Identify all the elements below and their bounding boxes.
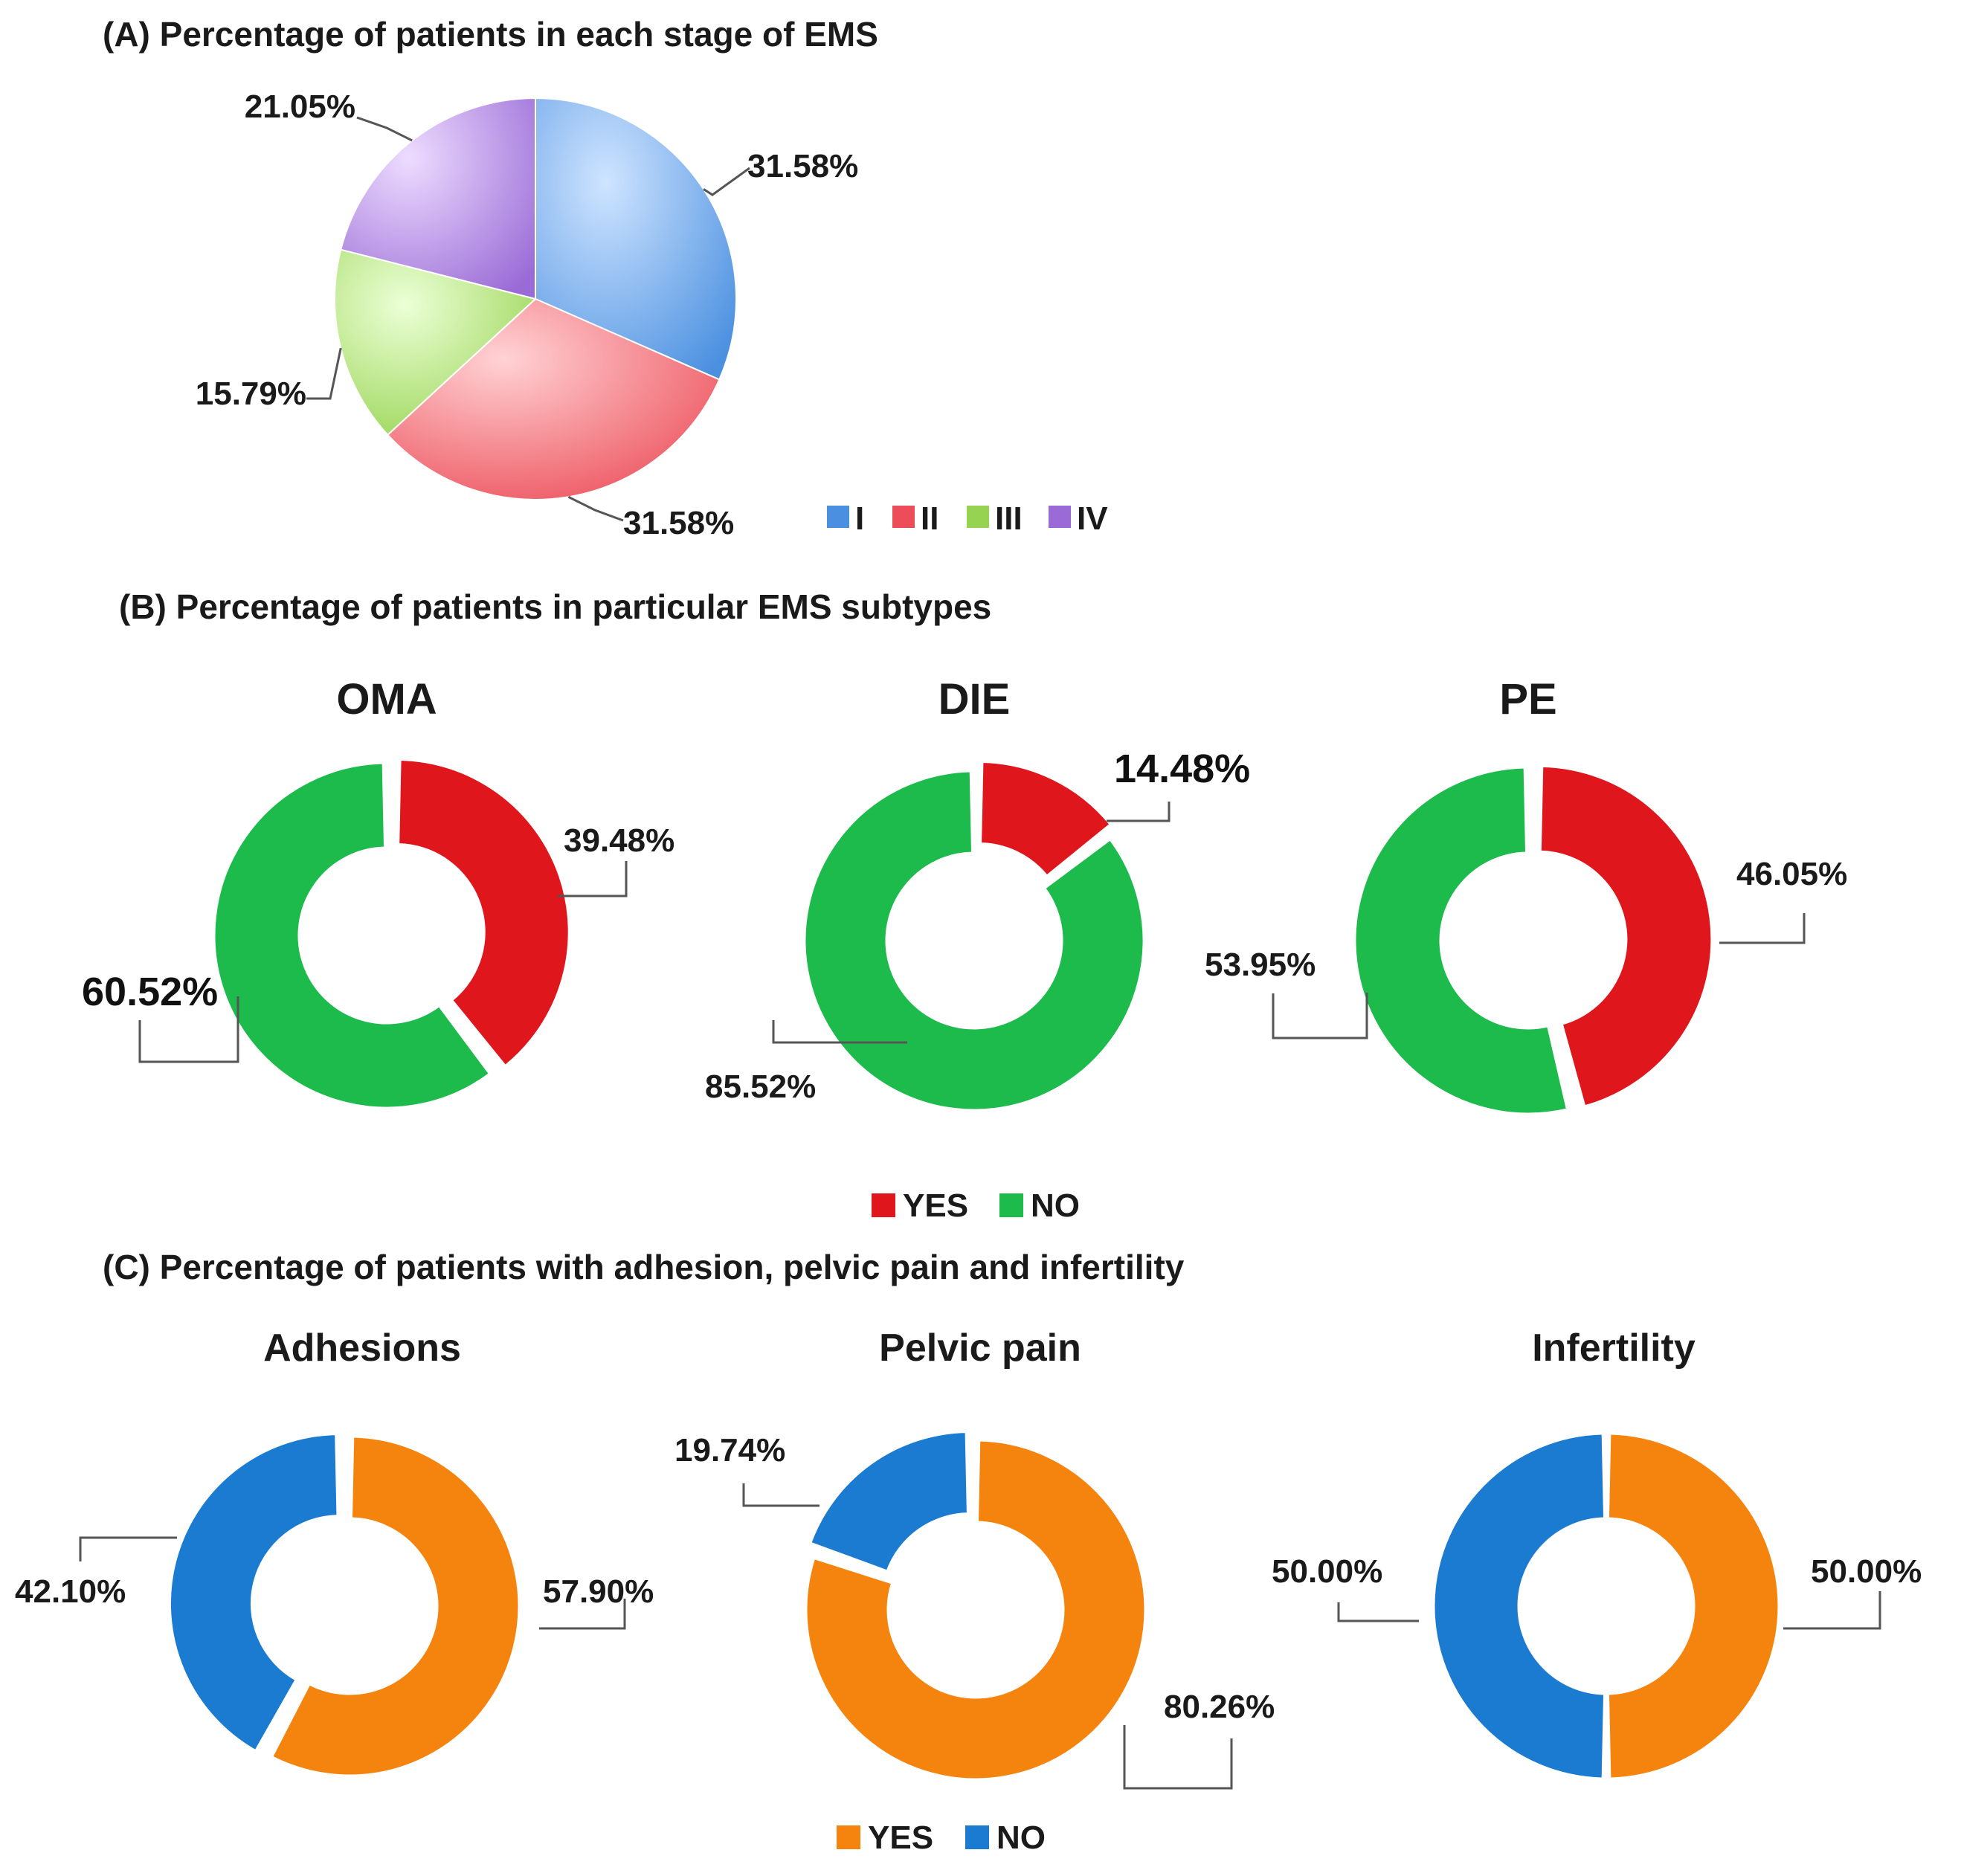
donut-segment-pelvicpain-yes [805,1439,1147,1781]
data-label-pe-yes: 46.05% [1736,856,1847,892]
leader-line [742,1483,820,1507]
data-label-die-yes: 14.48% [1114,747,1250,791]
legend-swatch-stage-iii [967,506,989,528]
leader-line [1272,993,1368,1039]
legend-b: YES NO [872,1187,1080,1224]
panel-c-title: (C) Percentage of patients with adhesion… [103,1248,1185,1286]
legend-swatch-yes [872,1193,895,1217]
leader-line [558,861,628,897]
data-label-stage-iv: 21.05% [245,88,355,125]
data-label-adhesions-no: 42.10% [15,1573,126,1610]
legend-label-stage-iii: III [995,500,1023,537]
donut-segment-oma-yes [397,758,570,1068]
leader-line [772,1020,907,1044]
pie-slice-stage-iv [340,97,536,300]
legend-swatch-no [999,1193,1023,1217]
chart-title-oma: OMA [336,675,437,723]
legend-a: I II III IV [827,500,1108,537]
panel-b-title: (B) Percentage of patients in particular… [119,587,991,626]
data-label-oma-yes: 39.48% [564,822,674,859]
data-label-die-no: 85.52% [705,1068,816,1105]
donut-segment-adhesions-yes [270,1435,521,1777]
legend-label-stage-iv: IV [1077,500,1108,537]
legend-label-no: NO [1031,1187,1080,1224]
donut-segment-pelvicpain-no [808,1431,969,1573]
data-label-stage-ii: 31.58% [623,505,734,541]
legend-swatch-stage-ii [892,506,915,528]
leader-line [1783,1591,1881,1630]
legend-swatch-stage-i [827,506,849,528]
data-label-adhesions-yes: 57.90% [543,1573,654,1610]
leader-line [1107,802,1171,822]
donut-segment-infertility-yes [1606,1432,1780,1780]
legend-label-stage-i: I [855,500,864,537]
data-label-oma-no: 60.52% [82,970,218,1014]
data-label-pe-no: 53.95% [1205,947,1316,983]
chart-title-pelvic-pain: Pelvic pain [879,1327,1081,1370]
legend-label-yes-c: YES [868,1819,933,1856]
chart-title-adhesions: Adhesions [263,1327,461,1370]
donut-segment-oma-no [213,761,492,1109]
data-label-pelvicpain-no: 19.74% [674,1432,785,1469]
leader-line [356,116,413,142]
legend-swatch-yes-c [837,1825,860,1849]
legend-swatch-no-c [965,1825,989,1849]
donut-segment-adhesions-no [168,1433,339,1753]
legend-label-stage-ii: II [921,500,938,537]
data-label-pelvicpain-yes: 80.26% [1164,1689,1275,1725]
leader-line [138,996,239,1063]
donut-segment-pe-no [1353,766,1569,1115]
legend-label-no-c: NO [996,1819,1046,1856]
leader-line [1123,1725,1233,1790]
legend-swatch-stage-iv [1049,506,1071,528]
legend-c: YES NO [837,1819,1046,1856]
leader-line [306,347,342,400]
leader-line [703,167,750,196]
donut-segment-die-yes [979,760,1112,878]
leader-line [1337,1602,1419,1622]
leader-line [539,1599,626,1630]
donut-segment-infertility-no [1432,1432,1606,1780]
legend-label-yes: YES [903,1187,968,1224]
data-label-infertility-yes: 50.00% [1811,1553,1922,1590]
chart-marks: 31.58% 31.58% 15.79% 21.05% 39.48% 60.52% 14.4… [15,88,1922,1790]
donut-segment-die-no [803,770,1145,1112]
donut-segment-pe-yes [1539,764,1713,1108]
data-label-stage-iii: 15.79% [196,375,306,412]
leader-line [1719,913,1806,944]
data-label-stage-i: 31.58% [747,148,858,184]
chart-title-pe: PE [1499,675,1556,723]
data-label-infertility-no: 50.00% [1272,1553,1382,1590]
chart-title-infertility: Infertility [1532,1327,1696,1370]
leader-line [567,495,624,522]
leader-line [79,1536,177,1561]
panel-a-title: (A) Percentage of patients in each stage… [103,15,878,54]
chart-title-die: DIE [938,675,1011,723]
